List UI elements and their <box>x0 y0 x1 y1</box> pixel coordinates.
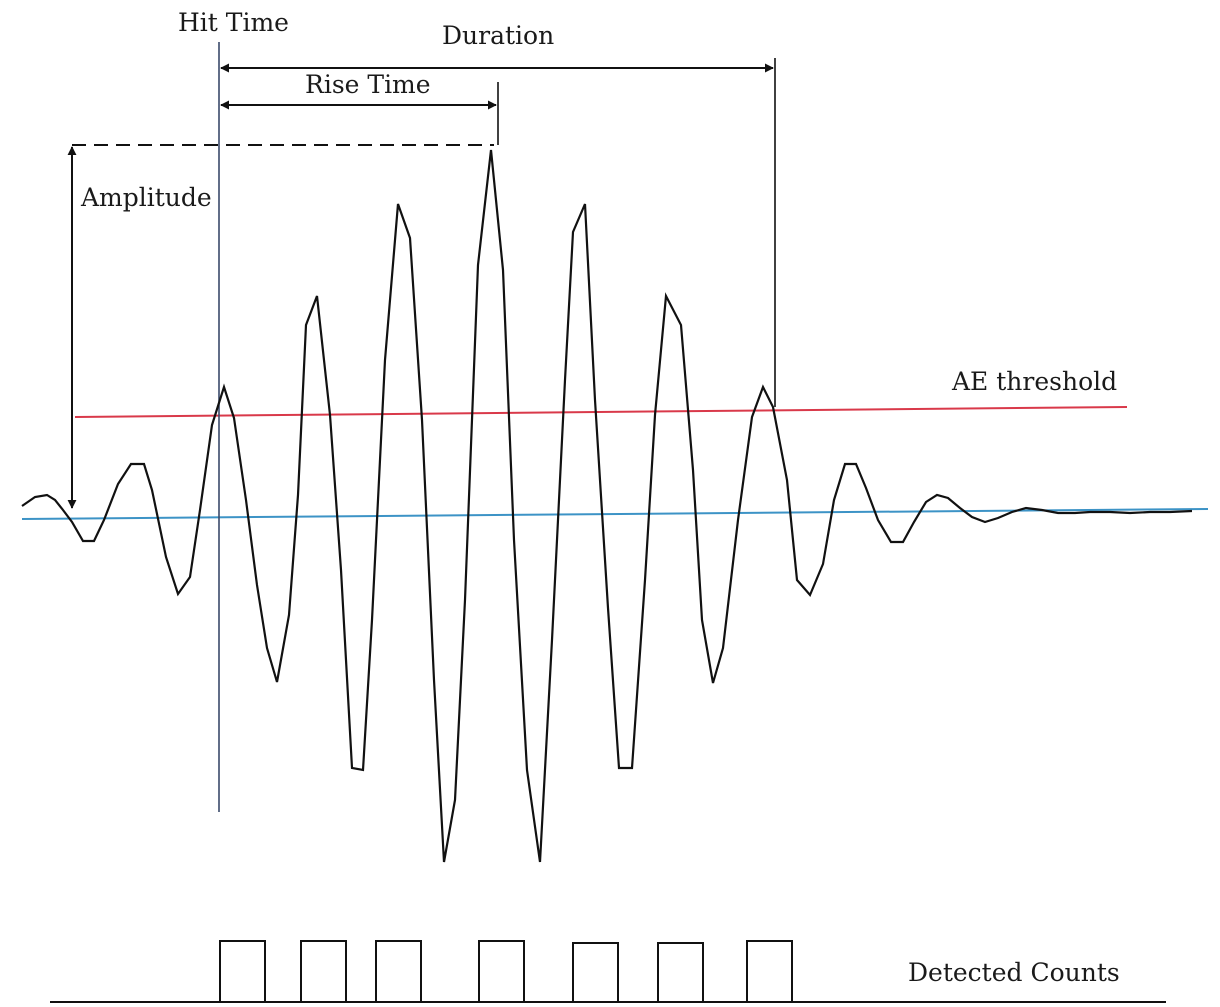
threshold-line <box>74 406 1128 418</box>
count-pulse <box>478 940 525 1003</box>
ae-waveform <box>21 149 1193 863</box>
count-pulse <box>219 940 266 1003</box>
hit-time-label: Hit Time <box>178 8 289 37</box>
count-pulse <box>657 942 704 1003</box>
threshold-label: AE threshold <box>951 367 1117 396</box>
detected-counts-label: Detected Counts <box>908 958 1120 987</box>
count-pulse <box>300 940 347 1003</box>
amplitude-label: Amplitude <box>80 183 212 212</box>
rise-time-label: Rise Time <box>305 70 431 99</box>
count-pulse <box>572 942 619 1003</box>
count-pulse <box>375 940 422 1003</box>
count-pulse <box>746 940 793 1003</box>
duration-label: Duration <box>442 21 554 50</box>
